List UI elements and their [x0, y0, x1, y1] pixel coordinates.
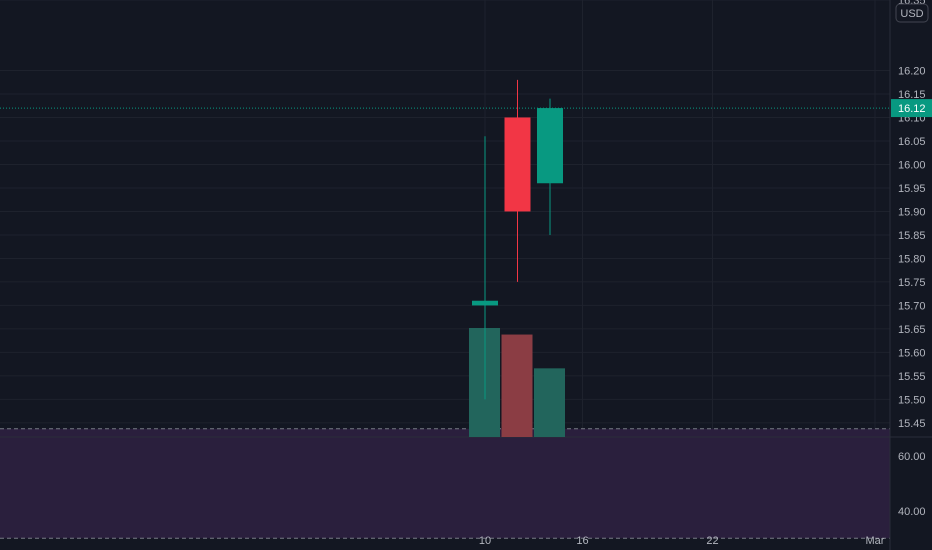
candles[interactable]: [472, 79, 563, 400]
price-tick-label: 15.80: [898, 253, 926, 265]
price-tick-label: 15.45: [898, 418, 926, 430]
last-price-label: 16.12: [891, 99, 932, 118]
currency-button[interactable]: USD: [895, 3, 929, 23]
time-tick-label: 22: [706, 535, 718, 547]
indicator-axis[interactable]: 60.00 40.00: [898, 451, 926, 518]
candle[interactable]: [504, 79, 531, 282]
time-axis[interactable]: 10 16 22 Mar: [479, 535, 885, 547]
candle-body: [472, 300, 498, 306]
volume-bar[interactable]: [534, 368, 565, 437]
price-tick-label: 16.05: [898, 136, 926, 148]
last-price-label-text: 16.12: [898, 103, 926, 115]
price-tick-label: 16.15: [898, 89, 926, 101]
volume-bar[interactable]: [501, 334, 533, 437]
candle-body: [504, 117, 531, 212]
candle[interactable]: [472, 136, 498, 400]
candle[interactable]: [537, 98, 563, 235]
price-tick-label: 15.60: [898, 347, 926, 359]
currency-label: USD: [900, 8, 923, 20]
indicator-band: [0, 428, 890, 539]
price-tick-label: 16.20: [898, 65, 926, 77]
grid-lines: [0, 0, 890, 530]
price-tick-label: 15.70: [898, 300, 926, 312]
price-axis[interactable]: 16.3516.2016.1516.1016.0516.0015.9515.90…: [898, 0, 926, 430]
price-tick-label: 16.00: [898, 159, 926, 171]
volume-bars[interactable]: [469, 328, 565, 437]
price-tick-label: 15.50: [898, 394, 926, 406]
candle-body: [537, 108, 563, 184]
time-tick-label: 10: [479, 535, 491, 547]
price-tick-label: 15.55: [898, 371, 926, 383]
indicator-tick-label: 40.00: [898, 506, 926, 518]
price-tick-label: 15.85: [898, 230, 926, 242]
time-tick-label: 16: [576, 535, 588, 547]
time-tick-label: Mar: [866, 535, 885, 547]
price-tick-label: 15.65: [898, 324, 926, 336]
price-tick-label: 15.75: [898, 277, 926, 289]
indicator-tick-label: 60.00: [898, 451, 926, 463]
last-price-label-bg: [891, 99, 932, 118]
price-tick-label: 15.90: [898, 206, 926, 218]
price-tick-label: 15.95: [898, 183, 926, 195]
